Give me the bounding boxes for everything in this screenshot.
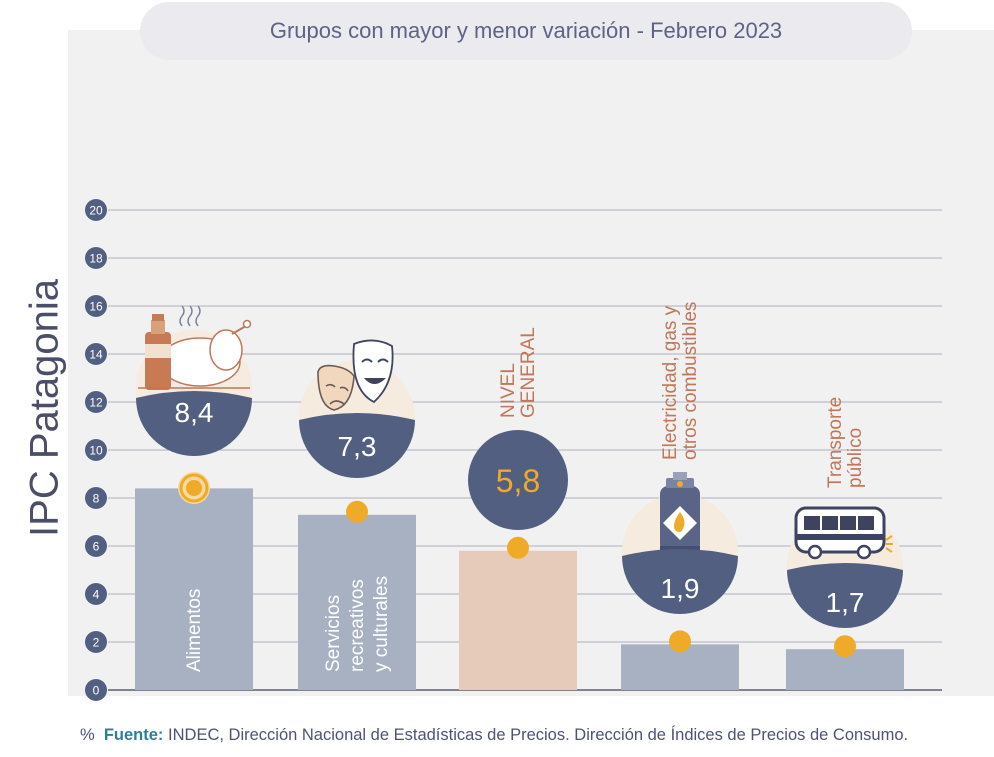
bus-window [804,516,820,530]
y-tick-marker [85,631,107,653]
y-tick-label: 8 [93,492,100,506]
y-tick-marker [85,487,107,509]
bottle-neck [151,320,165,334]
source-note: % Fuente: INDEC, Dirección Nacional de E… [80,726,908,745]
y-tick-label: 18 [89,252,103,266]
happy-mask-mouth [364,378,386,384]
value-label: 7,3 [338,431,377,462]
sad-mask [317,364,355,411]
sad-mask-mouth [329,400,345,405]
bus-window [858,516,874,530]
value-bubble [136,391,252,456]
food-icon [138,305,252,390]
y-tick-marker [85,535,107,557]
value-label: 5,8 [496,463,540,499]
category-label: otros combustibles [680,302,701,460]
value-dot-ring [179,473,209,503]
y-tick-marker [85,583,107,605]
value-dot [507,536,529,559]
y-tick-label: 14 [89,348,103,362]
source-text: INDEC, Dirección Nacional de Estadística… [168,726,909,744]
bottle-label [145,344,171,358]
y-tick-label: 16 [89,300,103,314]
bus-wheel [807,544,823,560]
y-tick-label: 10 [89,444,103,458]
chart-title: Grupos con mayor y menor variación - Feb… [140,2,912,60]
category-label: NIVEL [498,363,519,418]
value-label: 8,4 [175,397,214,428]
bus-window [822,516,838,530]
category-label: Electricidad, gas y [660,305,681,460]
value-dot [346,500,368,523]
bus-stripe [796,534,884,540]
steam-line [179,305,185,327]
source-label: Fuente: [103,726,164,744]
y-tick-marker [85,295,107,317]
category-label: GENERAL [518,327,539,418]
value-bubble [622,549,738,614]
bus-light [885,535,893,553]
y-tick-label: 2 [93,636,100,650]
category-label: público [845,428,866,488]
y-tick-label: 12 [89,396,103,410]
value-bubble [787,563,903,628]
chicken-bone [231,325,247,335]
happy-mask-eyes [361,358,389,363]
y-tick-label: 4 [93,588,100,602]
bottle-body [145,332,171,390]
unit-label: % [80,726,95,744]
category-label: Alimentos [184,589,205,672]
value-label: 1,7 [826,587,865,618]
y-tick-marker [85,343,107,365]
chicken-leg [209,329,243,371]
y-tick-marker [85,679,107,701]
cylinder-valve [673,472,687,480]
bus-window [840,516,856,530]
value-dot [834,635,856,658]
theater-masks-icon [317,339,394,411]
gas-cylinder-icon [794,506,893,560]
y-tick-marker [85,199,107,221]
category-label: y culturales [371,576,392,672]
y-tick-label: 0 [93,684,100,698]
value-label: 1,9 [661,573,700,604]
y-tick-label: 6 [93,540,100,554]
y-tick-label: 20 [89,204,103,218]
valve-knob [677,481,683,487]
category-label: recreativos [347,579,368,672]
value-bubble [299,413,415,478]
value-dot [186,480,202,496]
y-tick-marker [85,391,107,413]
bar [459,550,577,690]
value-dot [669,630,691,653]
sad-mask-eyes [325,383,349,392]
bus-wheel [856,544,872,560]
steam-line [195,305,201,327]
bottle-cap [152,314,164,321]
y-tick-marker [85,247,107,269]
chicken-bone-end [242,319,252,329]
bar [298,514,416,690]
happy-mask [352,339,394,404]
category-label: Servicios [323,595,344,672]
bar [135,488,253,690]
flame [674,512,685,532]
steam-line [187,305,193,327]
value-bubble [468,430,568,530]
y-tick-marker [85,439,107,461]
category-label: Transporte [825,397,846,488]
